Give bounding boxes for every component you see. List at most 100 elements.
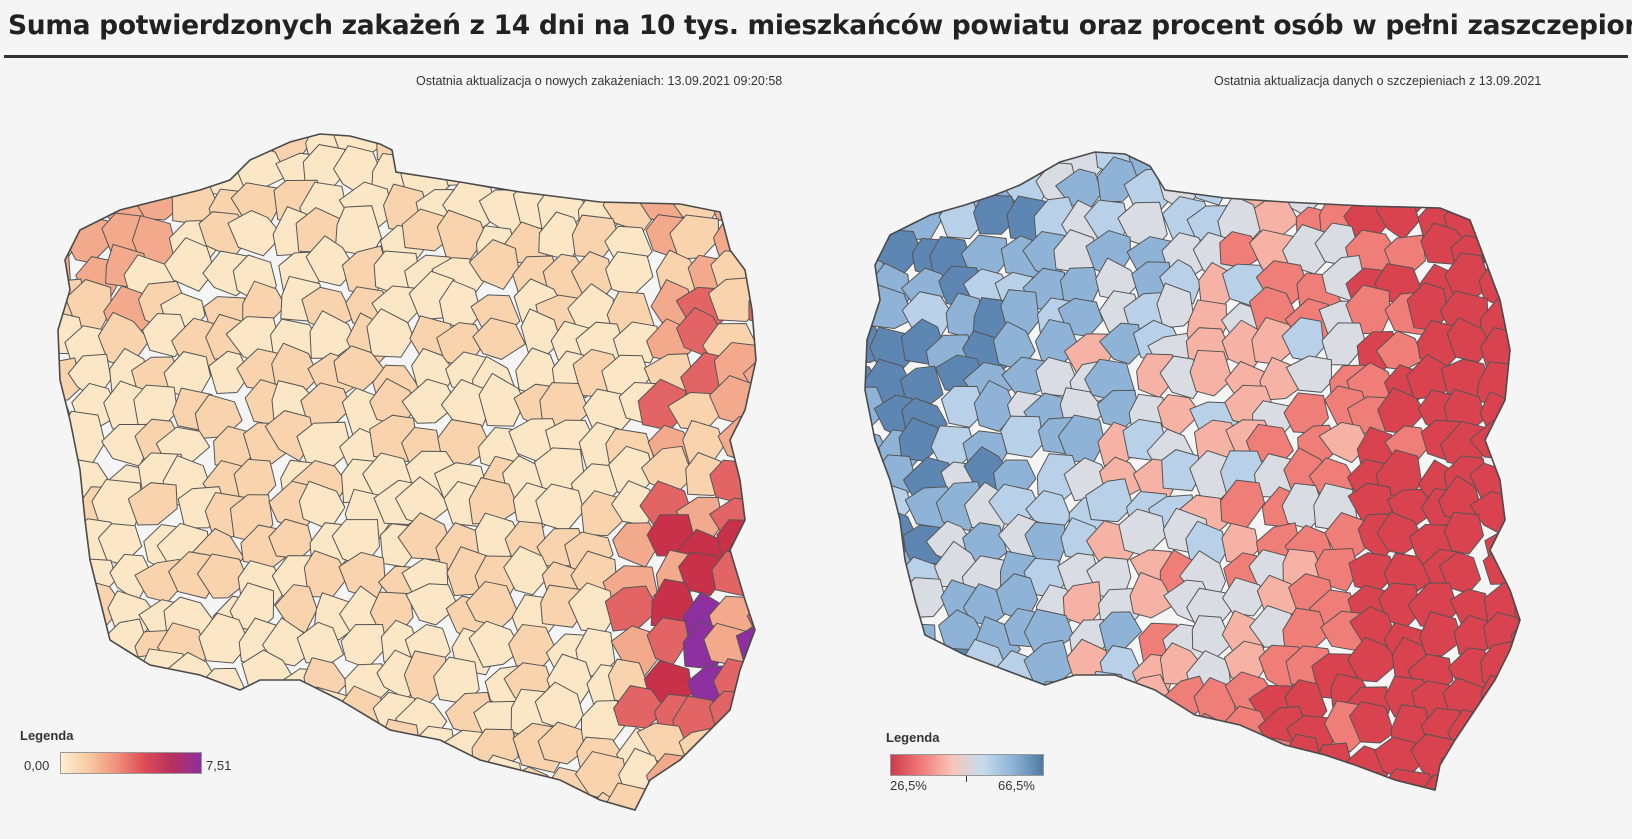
county-region[interactable] [205, 120, 254, 166]
county-region[interactable] [1118, 773, 1166, 810]
county-region[interactable] [414, 766, 461, 811]
county-region[interactable] [468, 620, 523, 668]
county-region[interactable] [1479, 226, 1525, 267]
county-region[interactable] [1510, 614, 1545, 664]
county-region[interactable] [503, 545, 551, 596]
county-region[interactable] [208, 350, 251, 395]
county-region[interactable] [1480, 675, 1521, 715]
county-region[interactable] [163, 237, 216, 292]
county-region[interactable] [845, 143, 887, 187]
county-region[interactable] [871, 142, 919, 189]
county-region[interactable] [1519, 282, 1545, 330]
county-region[interactable] [745, 794, 781, 820]
county-region[interactable] [1407, 140, 1461, 170]
county-region[interactable] [1324, 769, 1371, 810]
county-region[interactable] [1515, 713, 1545, 757]
county-region[interactable] [845, 194, 888, 236]
county-region[interactable] [1192, 733, 1237, 784]
county-region[interactable] [305, 235, 356, 287]
county-region[interactable] [939, 140, 986, 183]
county-region[interactable] [1511, 324, 1545, 369]
county-region[interactable] [1382, 768, 1436, 810]
county-region[interactable] [743, 731, 780, 776]
county-region[interactable] [1126, 735, 1177, 786]
county-region[interactable] [1506, 545, 1545, 589]
county-region[interactable] [1258, 770, 1305, 810]
county-region[interactable] [1189, 349, 1233, 397]
county-region[interactable] [612, 321, 660, 364]
county-region[interactable] [1282, 140, 1333, 185]
county-region[interactable] [537, 721, 586, 765]
county-region[interactable] [1085, 478, 1134, 523]
county-region[interactable] [745, 380, 780, 432]
county-region[interactable] [1508, 741, 1546, 787]
county-region[interactable] [1161, 449, 1202, 492]
county-region[interactable] [746, 596, 780, 645]
county-region[interactable] [1443, 511, 1485, 555]
county-region[interactable] [339, 756, 397, 804]
county-region[interactable] [1182, 140, 1229, 189]
county-region[interactable] [706, 169, 760, 221]
county-region[interactable] [723, 785, 769, 820]
county-region[interactable] [504, 120, 551, 161]
county-region[interactable] [40, 598, 78, 645]
county-region[interactable] [1444, 146, 1491, 181]
county-region[interactable] [670, 798, 726, 820]
county-region[interactable] [1252, 140, 1297, 185]
county-region[interactable] [1343, 140, 1388, 175]
county-region[interactable] [644, 124, 694, 170]
county-region[interactable] [93, 152, 144, 196]
county-region[interactable] [1501, 453, 1545, 504]
county-region[interactable] [1509, 681, 1545, 730]
county-region[interactable] [1098, 322, 1144, 365]
county-region[interactable] [605, 251, 654, 297]
county-region[interactable] [898, 623, 937, 669]
county-region[interactable] [77, 660, 120, 709]
county-region[interactable] [40, 484, 72, 533]
county-region[interactable] [759, 219, 780, 262]
county-region[interactable] [962, 684, 1007, 728]
county-region[interactable] [1160, 140, 1205, 177]
county-region[interactable] [864, 609, 907, 657]
county-region[interactable] [535, 122, 584, 168]
county-region[interactable] [902, 682, 951, 723]
county-region[interactable] [900, 577, 947, 619]
county-region[interactable] [753, 311, 780, 360]
county-region[interactable] [747, 418, 780, 466]
county-region[interactable] [1479, 204, 1522, 245]
county-region[interactable] [103, 680, 146, 735]
county-region[interactable] [713, 120, 758, 157]
county-region[interactable] [1129, 571, 1176, 619]
county-region[interactable] [713, 149, 768, 200]
county-region[interactable] [271, 756, 320, 804]
county-region[interactable] [366, 752, 424, 803]
county-region[interactable] [1484, 781, 1528, 810]
county-region[interactable] [845, 386, 887, 436]
county-region[interactable] [1000, 680, 1041, 724]
county-region[interactable] [911, 168, 953, 216]
county-region[interactable] [271, 694, 323, 743]
county-region[interactable] [749, 258, 780, 300]
county-region[interactable] [298, 723, 353, 770]
county-region[interactable] [712, 214, 756, 259]
county-region[interactable] [40, 796, 83, 820]
county-region[interactable] [1315, 158, 1367, 205]
county-region[interactable] [127, 482, 178, 526]
county-region[interactable] [1147, 741, 1193, 786]
county-region[interactable] [688, 120, 735, 163]
county-region[interactable] [1478, 157, 1524, 204]
infections-map-svg[interactable] [40, 120, 780, 820]
county-region[interactable] [612, 120, 662, 156]
county-region[interactable] [845, 455, 881, 506]
county-region[interactable] [551, 150, 601, 196]
county-region[interactable] [275, 797, 325, 820]
vaccination-map[interactable] [845, 140, 1545, 810]
county-region[interactable] [615, 147, 660, 193]
county-region[interactable] [1519, 224, 1545, 267]
county-region[interactable] [845, 578, 884, 624]
county-region[interactable] [1161, 772, 1201, 811]
county-region[interactable] [873, 641, 919, 683]
county-region[interactable] [434, 120, 485, 169]
county-region[interactable] [1389, 142, 1433, 186]
county-region[interactable] [741, 518, 780, 559]
